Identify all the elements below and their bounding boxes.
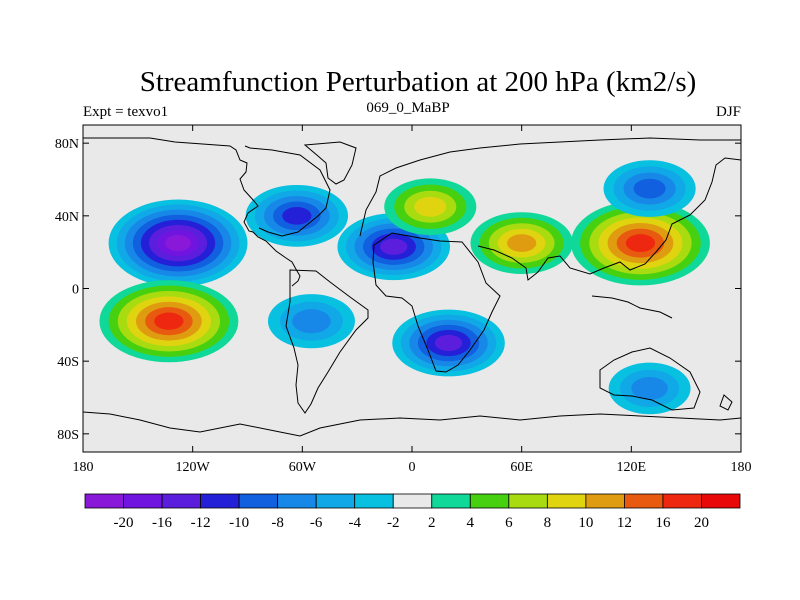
coastline-greenland	[303, 141, 357, 185]
colorbar-swatch	[469, 493, 510, 509]
contour-band	[625, 234, 656, 252]
x-tick-label: 60W	[289, 460, 317, 475]
x-axis: 180 120W 60W 0 60E 120E 180	[73, 125, 752, 475]
coastline-south-america	[285, 269, 369, 414]
coastline-east-asia	[655, 157, 741, 253]
colorbar-swatch	[277, 493, 317, 509]
coastline-layer	[83, 137, 741, 437]
contour-band	[154, 312, 184, 330]
contour-band	[633, 178, 666, 199]
run-id-label: 069_0_MaBP	[366, 100, 449, 116]
colorbar-label: -4	[348, 515, 361, 531]
coastline-new-zealand	[719, 394, 733, 411]
colorbar-label: 2	[428, 515, 436, 531]
y-axis: 80N 40N 0 40S 80S	[55, 137, 741, 443]
colorbar-swatch	[161, 493, 201, 509]
colorbar-swatch	[546, 493, 587, 509]
experiment-label: Expt = texvo1	[83, 104, 168, 120]
coastline-antarctica	[83, 411, 741, 437]
colorbar-swatch	[238, 493, 279, 509]
y-tick-label: 40S	[57, 355, 79, 370]
colorbar-label: -2	[387, 515, 400, 531]
colorbar-swatch	[624, 493, 664, 509]
colorbar-label: 4	[467, 515, 475, 531]
colorbar-label: -6	[310, 515, 323, 531]
coastline-indonesia	[591, 295, 673, 319]
colorbar-label: 20	[694, 515, 709, 531]
x-tick-label: 180	[73, 460, 94, 475]
contour-band	[434, 334, 463, 352]
contour-band	[282, 207, 312, 225]
coastline-arabia-india	[477, 245, 657, 281]
y-tick-label: 0	[72, 283, 79, 298]
contour-band	[380, 238, 408, 255]
colorbar-swatch	[662, 493, 702, 509]
colorbar-swatch	[354, 493, 394, 509]
colorbar-label: -10	[229, 515, 249, 531]
colorbar-label: 10	[578, 515, 593, 531]
chart-title: Streamfunction Perturbation at 200 hPa (…	[140, 66, 697, 98]
colorbar-swatch	[123, 493, 163, 509]
colorbar-swatch	[431, 493, 471, 509]
colorbar-label: -12	[191, 515, 211, 531]
colorbar: -20 -16 -12 -10 -8 -6 -4 -2 2 4 6 8 10 12 16 20	[84, 493, 741, 531]
contour-band	[292, 309, 331, 334]
coastline-australia	[599, 347, 701, 411]
colorbar-label: -8	[271, 515, 284, 531]
colorbar-swatch	[508, 493, 548, 509]
coastline-arctic-canada	[244, 145, 331, 237]
x-tick-label: 180	[731, 460, 752, 475]
coastline-eurasia	[359, 137, 741, 237]
contour-band	[507, 234, 537, 252]
colorbar-label: -20	[114, 515, 134, 531]
coastline-africa	[372, 232, 501, 373]
colorbar-swatch	[585, 493, 625, 509]
coastline-north-america	[83, 137, 301, 287]
x-tick-label: 0	[409, 460, 416, 475]
contour-band	[631, 376, 668, 400]
season-label: DJF	[716, 104, 741, 120]
contour-band	[414, 196, 447, 217]
colorbar-label: -16	[152, 515, 172, 531]
y-tick-label: 80S	[57, 428, 79, 443]
x-tick-label: 120W	[176, 460, 211, 475]
y-tick-label: 40N	[55, 210, 79, 225]
colorbar-label: 16	[655, 515, 671, 531]
colorbar-label: 8	[544, 515, 552, 531]
x-tick-label: 60E	[510, 460, 533, 475]
colorbar-swatch	[392, 493, 433, 509]
colorbar-swatch	[84, 493, 124, 509]
colorbar-swatch	[315, 493, 356, 509]
x-tick-label: 120E	[617, 460, 647, 475]
colorbar-label: 6	[505, 515, 513, 531]
contour-band	[165, 234, 191, 252]
y-tick-label: 80N	[55, 137, 79, 152]
colorbar-swatch	[200, 493, 240, 509]
map-plot-area	[83, 125, 741, 452]
colorbar-label: 12	[617, 515, 632, 531]
colorbar-swatch	[701, 493, 741, 509]
